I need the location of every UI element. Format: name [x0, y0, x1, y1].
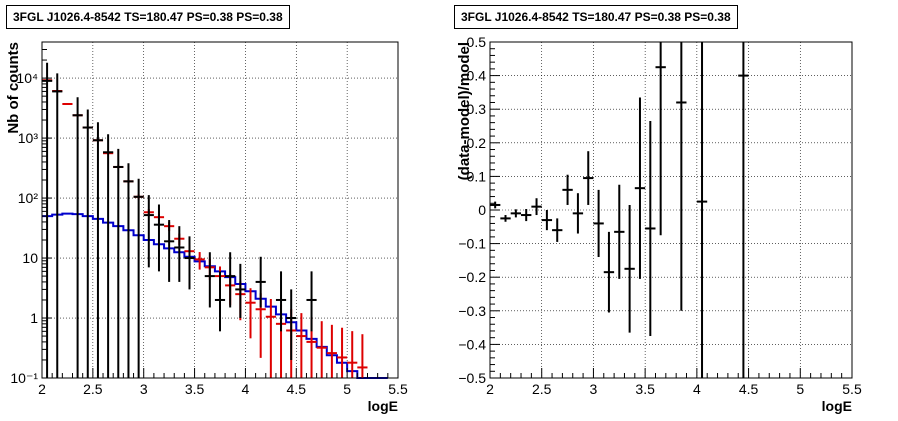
data-point [164, 220, 175, 282]
data-point [92, 122, 104, 378]
left-x-tick-label: 3 [140, 381, 148, 397]
residual-point [562, 174, 573, 205]
right-y-tick-label: −0.4 [458, 336, 486, 352]
left-y-tick-label: 10⁴ [16, 70, 38, 86]
right-y-tick-label: 0 [478, 202, 486, 218]
data-point [123, 163, 134, 378]
residual-point [521, 208, 532, 222]
residual-point [645, 120, 656, 336]
data-point [153, 204, 165, 272]
left-x-tick-label: 2 [38, 381, 46, 397]
right-chart-title: 3FGL J1026.4-8542 TS=180.47 PS=0.38 PS=0… [454, 5, 738, 29]
model-point [194, 252, 205, 270]
right-x-tick-label: 2.5 [532, 381, 552, 397]
left-plot-frame [41, 41, 399, 379]
residual-point [541, 210, 553, 231]
right-y-axis-label: (data-model)/model [456, 42, 473, 180]
right-x-tick-label: 3 [590, 381, 598, 397]
residual-point [552, 218, 563, 242]
left-x-tick-label: 5.5 [388, 381, 408, 397]
residual-point [583, 151, 594, 205]
residual-point [572, 193, 584, 234]
model-point [347, 331, 358, 378]
right-y-tick-label: 0.4 [467, 68, 487, 84]
residual-point [614, 184, 625, 279]
right-y-tick-label: 0.1 [467, 168, 487, 184]
residual-point [696, 42, 708, 378]
residual-point [500, 215, 511, 222]
residual-point [510, 209, 522, 218]
data-point [72, 97, 83, 378]
residual-point [603, 231, 615, 313]
data-point [225, 252, 236, 308]
data-point [113, 148, 124, 378]
data-point [82, 109, 93, 378]
model-point [336, 327, 348, 378]
left-y-tick-label: 1 [30, 310, 38, 326]
right-x-tick-label: 5 [796, 381, 804, 397]
model-point [62, 103, 73, 106]
residual-point [738, 42, 749, 378]
model-point [245, 288, 256, 339]
left-x-axis-label: logE [368, 398, 398, 414]
data-point [184, 236, 195, 290]
data-point [133, 178, 144, 378]
data-point [214, 271, 226, 332]
data-point [275, 271, 287, 332]
right-y-tick-label: −0.3 [458, 303, 486, 319]
right-x-tick-label: 4 [693, 381, 701, 397]
right-x-tick-label: 4.5 [739, 381, 759, 397]
residual-point [655, 42, 666, 236]
data-point [103, 134, 114, 378]
residual-point [490, 201, 501, 209]
left-y-tick-label: 10 [22, 250, 38, 266]
data-point [204, 252, 215, 308]
residual-point [676, 42, 687, 311]
right-y-tick-label: −0.1 [458, 236, 486, 252]
right-y-tick-label: −0.2 [458, 269, 486, 285]
model-point [326, 324, 337, 378]
left-x-tick-label: 4.5 [287, 381, 307, 397]
left-y-axis-label: Nb of counts [5, 42, 22, 134]
residual-point [531, 198, 542, 216]
left-x-tick-label: 3.5 [185, 381, 205, 397]
residual-point [624, 204, 635, 333]
data-point [255, 256, 266, 308]
left-y-tick-label: 10² [18, 190, 39, 206]
left-x-tick-label: 4 [242, 381, 250, 397]
left-chart-title: 3FGL J1026.4-8542 TS=180.47 PS=0.38 PS=0… [6, 5, 290, 29]
right-y-tick-label: 0.2 [467, 135, 487, 151]
right-x-tick-label: 2 [486, 381, 494, 397]
data-point [286, 289, 297, 360]
model-point [265, 299, 276, 378]
data-point [143, 195, 154, 268]
left-y-tick-label: 10⁻¹ [10, 370, 38, 386]
data-point [174, 226, 185, 282]
right-x-axis-label: logE [822, 398, 852, 414]
right-y-tick-label: −0.5 [458, 370, 486, 386]
right-y-tick-label: 0.3 [467, 101, 487, 117]
data-point [235, 263, 246, 319]
residual-point [593, 189, 604, 258]
residual-point [634, 97, 646, 279]
model-point [316, 321, 327, 378]
left-x-tick-label: 5 [343, 381, 351, 397]
right-y-tick-label: 0.5 [467, 34, 487, 50]
left-y-tick-label: 10³ [18, 130, 39, 146]
right-x-tick-label: 3.5 [635, 381, 655, 397]
model-point [357, 334, 368, 378]
data-point [52, 73, 63, 378]
left-x-tick-label: 2.5 [83, 381, 103, 397]
data-point [306, 271, 317, 332]
right-x-tick-label: 5.5 [842, 381, 862, 397]
model-point [296, 313, 307, 378]
